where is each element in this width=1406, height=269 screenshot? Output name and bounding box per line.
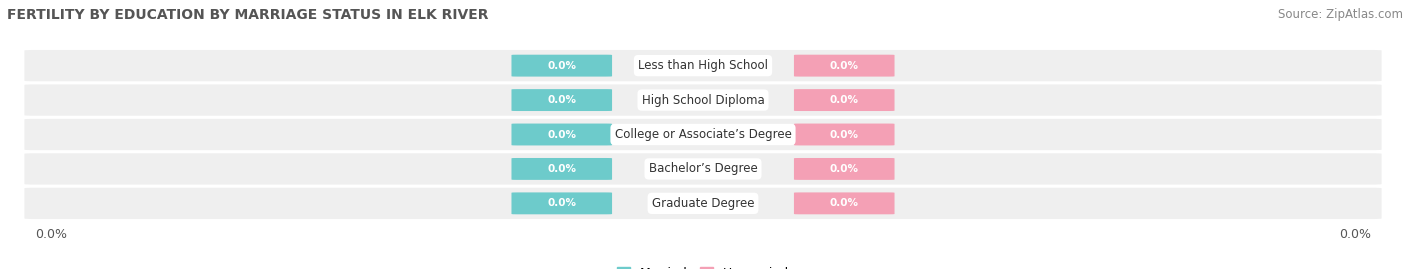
FancyBboxPatch shape — [794, 123, 894, 146]
FancyBboxPatch shape — [24, 84, 1382, 116]
FancyBboxPatch shape — [512, 192, 612, 214]
Text: 0.0%: 0.0% — [547, 61, 576, 71]
Text: 0.0%: 0.0% — [830, 198, 859, 208]
Text: 0.0%: 0.0% — [830, 95, 859, 105]
Text: Bachelor’s Degree: Bachelor’s Degree — [648, 162, 758, 175]
Text: 0.0%: 0.0% — [830, 129, 859, 140]
Text: Graduate Degree: Graduate Degree — [652, 197, 754, 210]
Text: 0.0%: 0.0% — [830, 61, 859, 71]
FancyBboxPatch shape — [794, 192, 894, 214]
Text: 0.0%: 0.0% — [830, 164, 859, 174]
Legend: Married, Unmarried: Married, Unmarried — [617, 267, 789, 269]
FancyBboxPatch shape — [512, 158, 612, 180]
FancyBboxPatch shape — [24, 188, 1382, 219]
Text: College or Associate’s Degree: College or Associate’s Degree — [614, 128, 792, 141]
FancyBboxPatch shape — [512, 89, 612, 111]
FancyBboxPatch shape — [24, 119, 1382, 150]
Text: Source: ZipAtlas.com: Source: ZipAtlas.com — [1278, 8, 1403, 21]
FancyBboxPatch shape — [794, 158, 894, 180]
Text: 0.0%: 0.0% — [547, 198, 576, 208]
FancyBboxPatch shape — [24, 50, 1382, 81]
Text: 0.0%: 0.0% — [547, 95, 576, 105]
Text: 0.0%: 0.0% — [547, 129, 576, 140]
FancyBboxPatch shape — [512, 123, 612, 146]
Text: Less than High School: Less than High School — [638, 59, 768, 72]
Text: High School Diploma: High School Diploma — [641, 94, 765, 107]
FancyBboxPatch shape — [794, 55, 894, 77]
Text: 0.0%: 0.0% — [1340, 228, 1371, 241]
Text: 0.0%: 0.0% — [35, 228, 66, 241]
FancyBboxPatch shape — [24, 153, 1382, 185]
Text: 0.0%: 0.0% — [547, 164, 576, 174]
Text: FERTILITY BY EDUCATION BY MARRIAGE STATUS IN ELK RIVER: FERTILITY BY EDUCATION BY MARRIAGE STATU… — [7, 8, 488, 22]
FancyBboxPatch shape — [512, 55, 612, 77]
FancyBboxPatch shape — [794, 89, 894, 111]
